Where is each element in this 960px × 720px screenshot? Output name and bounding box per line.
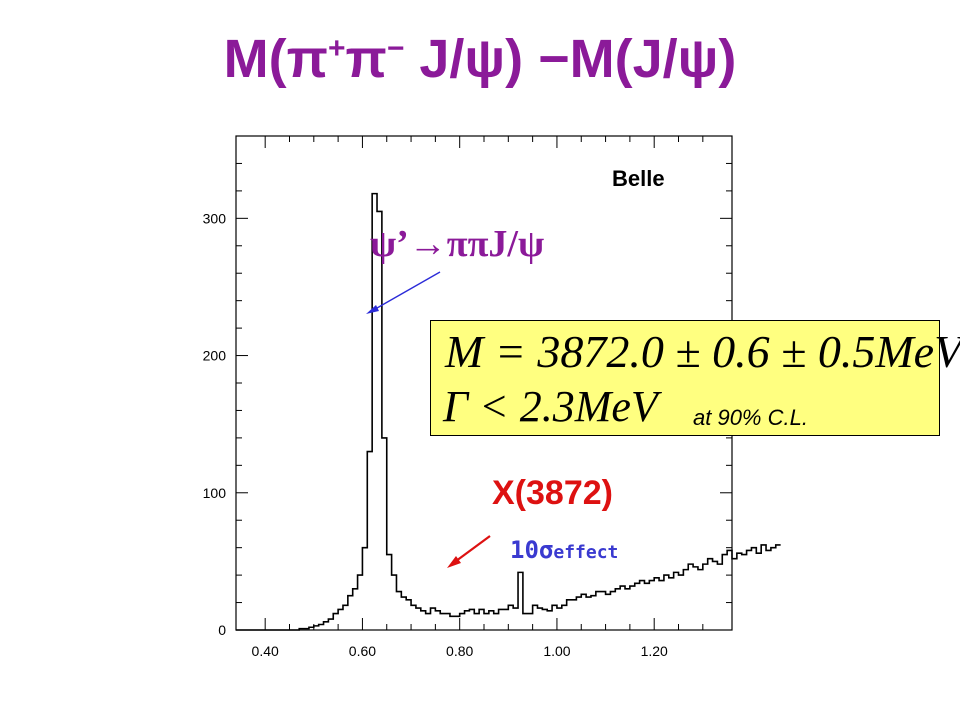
x-state-arrowhead bbox=[447, 556, 461, 568]
fit-result-box: M = 3872.0 ± 0.6 ± 0.5MeV Γ < 2.3MeV at … bbox=[430, 320, 960, 436]
x-tick-label: 1.00 bbox=[543, 643, 570, 659]
mass-result: M = 3872.0 ± 0.6 ± 0.5MeV bbox=[445, 326, 960, 377]
x-tick-label: 1.20 bbox=[641, 643, 668, 659]
axis-tick-labels: 0.40 0.60 0.80 1.00 1.20 0 100 200 300 bbox=[203, 210, 668, 659]
significance-label: 10σeffect bbox=[510, 536, 619, 564]
histogram-line bbox=[236, 192, 781, 631]
y-tick-label: 0 bbox=[218, 622, 226, 638]
y-tick-label: 300 bbox=[203, 210, 227, 226]
y-tick-label: 100 bbox=[203, 485, 227, 501]
confidence-level: at 90% C.L. bbox=[693, 405, 808, 430]
x-tick-label: 0.80 bbox=[446, 643, 473, 659]
width-limit: Γ < 2.3MeV bbox=[443, 382, 658, 431]
y-tick-label: 200 bbox=[203, 348, 227, 364]
x-state-label: X(3872) bbox=[492, 474, 613, 512]
experiment-label: Belle bbox=[612, 166, 665, 191]
slide-title: M(π+π− J/ψ) −M(J/ψ) bbox=[223, 29, 737, 89]
psi-prime-arrowhead bbox=[366, 305, 379, 314]
psi-prime-decay-label: ψ’→ππJ/ψ bbox=[370, 223, 545, 265]
x-tick-label: 0.60 bbox=[349, 643, 376, 659]
x-tick-label: 0.40 bbox=[252, 643, 279, 659]
psi-prime-arrow bbox=[369, 271, 441, 313]
